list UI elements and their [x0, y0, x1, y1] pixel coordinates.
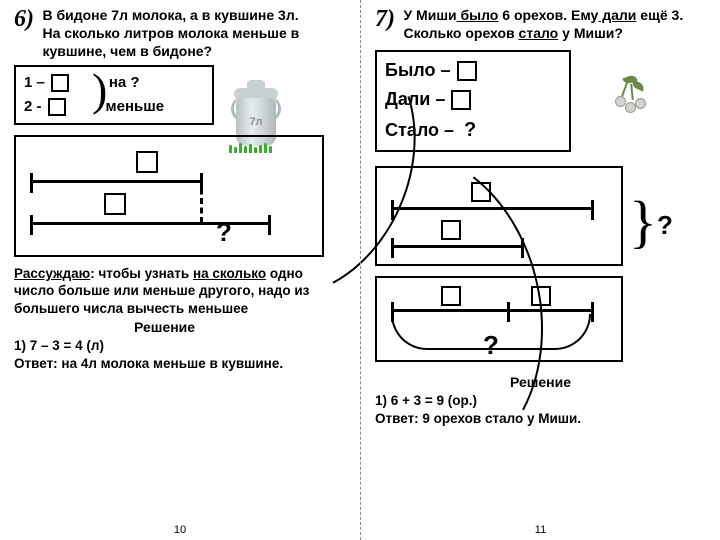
bar7b-box1: [441, 286, 461, 306]
s7-r3-q: ?: [464, 114, 476, 146]
bar7b-box2: [531, 286, 551, 306]
task6-header: 6) В бидоне 7л молока, а в кувшине 3л. Н…: [14, 6, 346, 61]
task7-diagram2: ?: [375, 276, 623, 362]
diagram6-qmark: ?: [216, 217, 232, 248]
p7-g: у Миши?: [558, 25, 623, 41]
task7-header: 7) У Миши было 6 орехов. Ему дали ещё 3.…: [375, 6, 706, 42]
s7-r2: Дали –: [385, 85, 445, 114]
task6-solution: 1) 7 – 3 = 4 (л) Ответ: на 4л молока мен…: [14, 337, 346, 372]
task6-diagram: ?: [14, 135, 324, 257]
task6-solution-title: Решение: [14, 319, 346, 335]
reasoning-label: Рассуждаю: [14, 266, 90, 281]
brace-right: }: [629, 196, 657, 248]
page-left: 6) В бидоне 7л молока, а в кувшине 3л. Н…: [0, 0, 360, 540]
schema6-row2: 2 - меньше: [24, 95, 204, 119]
bar6-top-box: [136, 151, 158, 173]
reasoning-u1: на сколько: [193, 266, 266, 281]
bar7a-bottom: [391, 220, 601, 252]
task7-number: 7): [375, 6, 395, 33]
bar6-bot-box: [104, 193, 126, 215]
task6-problem: В бидоне 7л молока, а в кувшине 3л. На с…: [42, 6, 312, 61]
p7-b: было: [457, 7, 499, 23]
task6-reasoning: Рассуждаю: чтобы узнать на сколько одно …: [14, 265, 346, 318]
berries-icon: [601, 76, 651, 116]
schema6-r2-prefix: 2 -: [24, 95, 42, 119]
p7-c: 6 орехов. Ему: [498, 7, 598, 23]
schema6-box2: [48, 98, 66, 116]
s7-box2: [451, 90, 471, 110]
s7-r3: Стало –: [385, 116, 454, 145]
sol7-answer: Ответ: 9 орехов стало у Миши.: [375, 410, 706, 428]
schema7-row2: Дали –: [385, 85, 561, 114]
schema7-row1: Было –: [385, 56, 561, 85]
page-right: 7) У Миши было 6 орехов. Ему дали ещё 3.…: [360, 0, 720, 540]
sol6-line1: 1) 7 – 3 = 4 (л): [14, 337, 346, 355]
schema6-r1-prefix: 1 –: [24, 71, 45, 95]
p7-f: стало: [519, 25, 559, 41]
bar7a-bot-box: [441, 220, 461, 240]
diagram7-q2: ?: [483, 330, 499, 361]
bar7a-top-box: [471, 182, 491, 202]
schema6-r2-suffix: меньше: [106, 95, 165, 119]
page-num-left: 10: [174, 524, 186, 536]
schema6-r1-suffix: на ?: [109, 71, 140, 95]
task7-schema-box: Было – Дали – Стало – ?: [375, 50, 571, 152]
p7-a: У Миши: [403, 7, 456, 23]
s7-r1: Было –: [385, 56, 451, 85]
schema7-row3: Стало – ?: [385, 114, 561, 146]
task7-solution: 1) 6 + 3 = 9 (ор.) Ответ: 9 орехов стало…: [375, 392, 706, 427]
diagram7-q1: ?: [657, 210, 673, 241]
sol6-answer: Ответ: на 4л молока меньше в кувшине.: [14, 355, 346, 373]
task6-schema-box: 1 – на ? 2 - меньше ): [14, 65, 214, 125]
can-label: 7л: [249, 116, 262, 128]
sol7-line1: 1) 6 + 3 = 9 (ор.): [375, 392, 706, 410]
p7-d: дали: [598, 7, 636, 23]
schema6-row1: 1 – на ?: [24, 71, 204, 95]
bar6-bottom: [30, 193, 290, 229]
schema6-box1: [51, 74, 69, 92]
task7-diagram1: [375, 166, 623, 266]
worksheet: 6) В бидоне 7л молока, а в кувшине 3л. Н…: [0, 0, 720, 540]
reasoning-t1: : чтобы узнать: [90, 266, 193, 281]
task6-number: 6): [14, 6, 34, 33]
bar6-top: [30, 151, 290, 187]
bar7a-top: [391, 182, 601, 214]
page-num-right: 11: [535, 524, 546, 536]
task7-solution-title: Решение: [375, 374, 706, 390]
task7-problem: У Миши было 6 орехов. Ему дали ещё 3. Ск…: [403, 6, 683, 42]
s7-box1: [457, 61, 477, 81]
bar7b: [391, 286, 601, 316]
